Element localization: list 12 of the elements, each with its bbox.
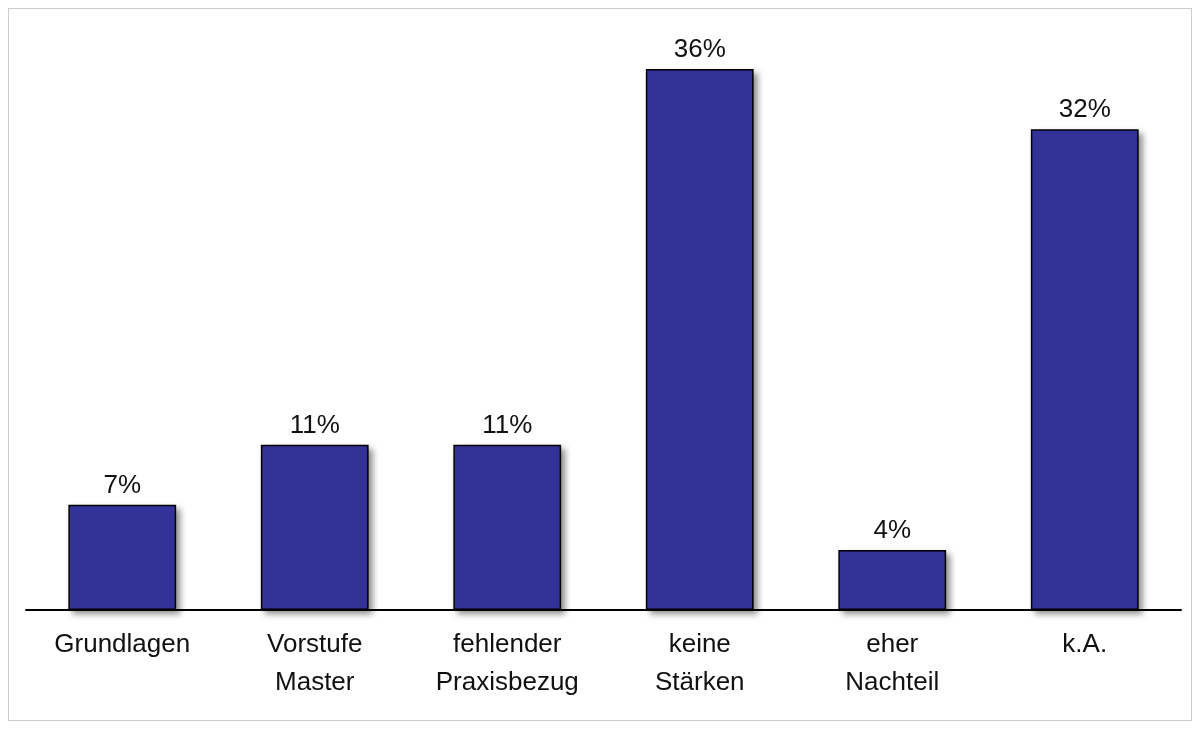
data-label: 32% bbox=[1058, 93, 1111, 124]
x-tick-label: Grundlagen bbox=[54, 628, 191, 658]
data-label: 11% bbox=[289, 408, 340, 439]
x-tick-label: k.A. bbox=[1062, 628, 1108, 658]
x-tick-label: fehlender Praxisbezug bbox=[435, 628, 579, 696]
x-tick-label: Vorstufe Master bbox=[267, 628, 363, 696]
data-label: 11% bbox=[482, 408, 533, 439]
data-label: 7% bbox=[103, 468, 142, 499]
x-tick-label: keine Stärken bbox=[654, 628, 745, 696]
x-tick-label: eher Nachteil bbox=[845, 628, 940, 696]
data-label: 36% bbox=[673, 33, 726, 64]
data-label: 4% bbox=[873, 513, 912, 544]
